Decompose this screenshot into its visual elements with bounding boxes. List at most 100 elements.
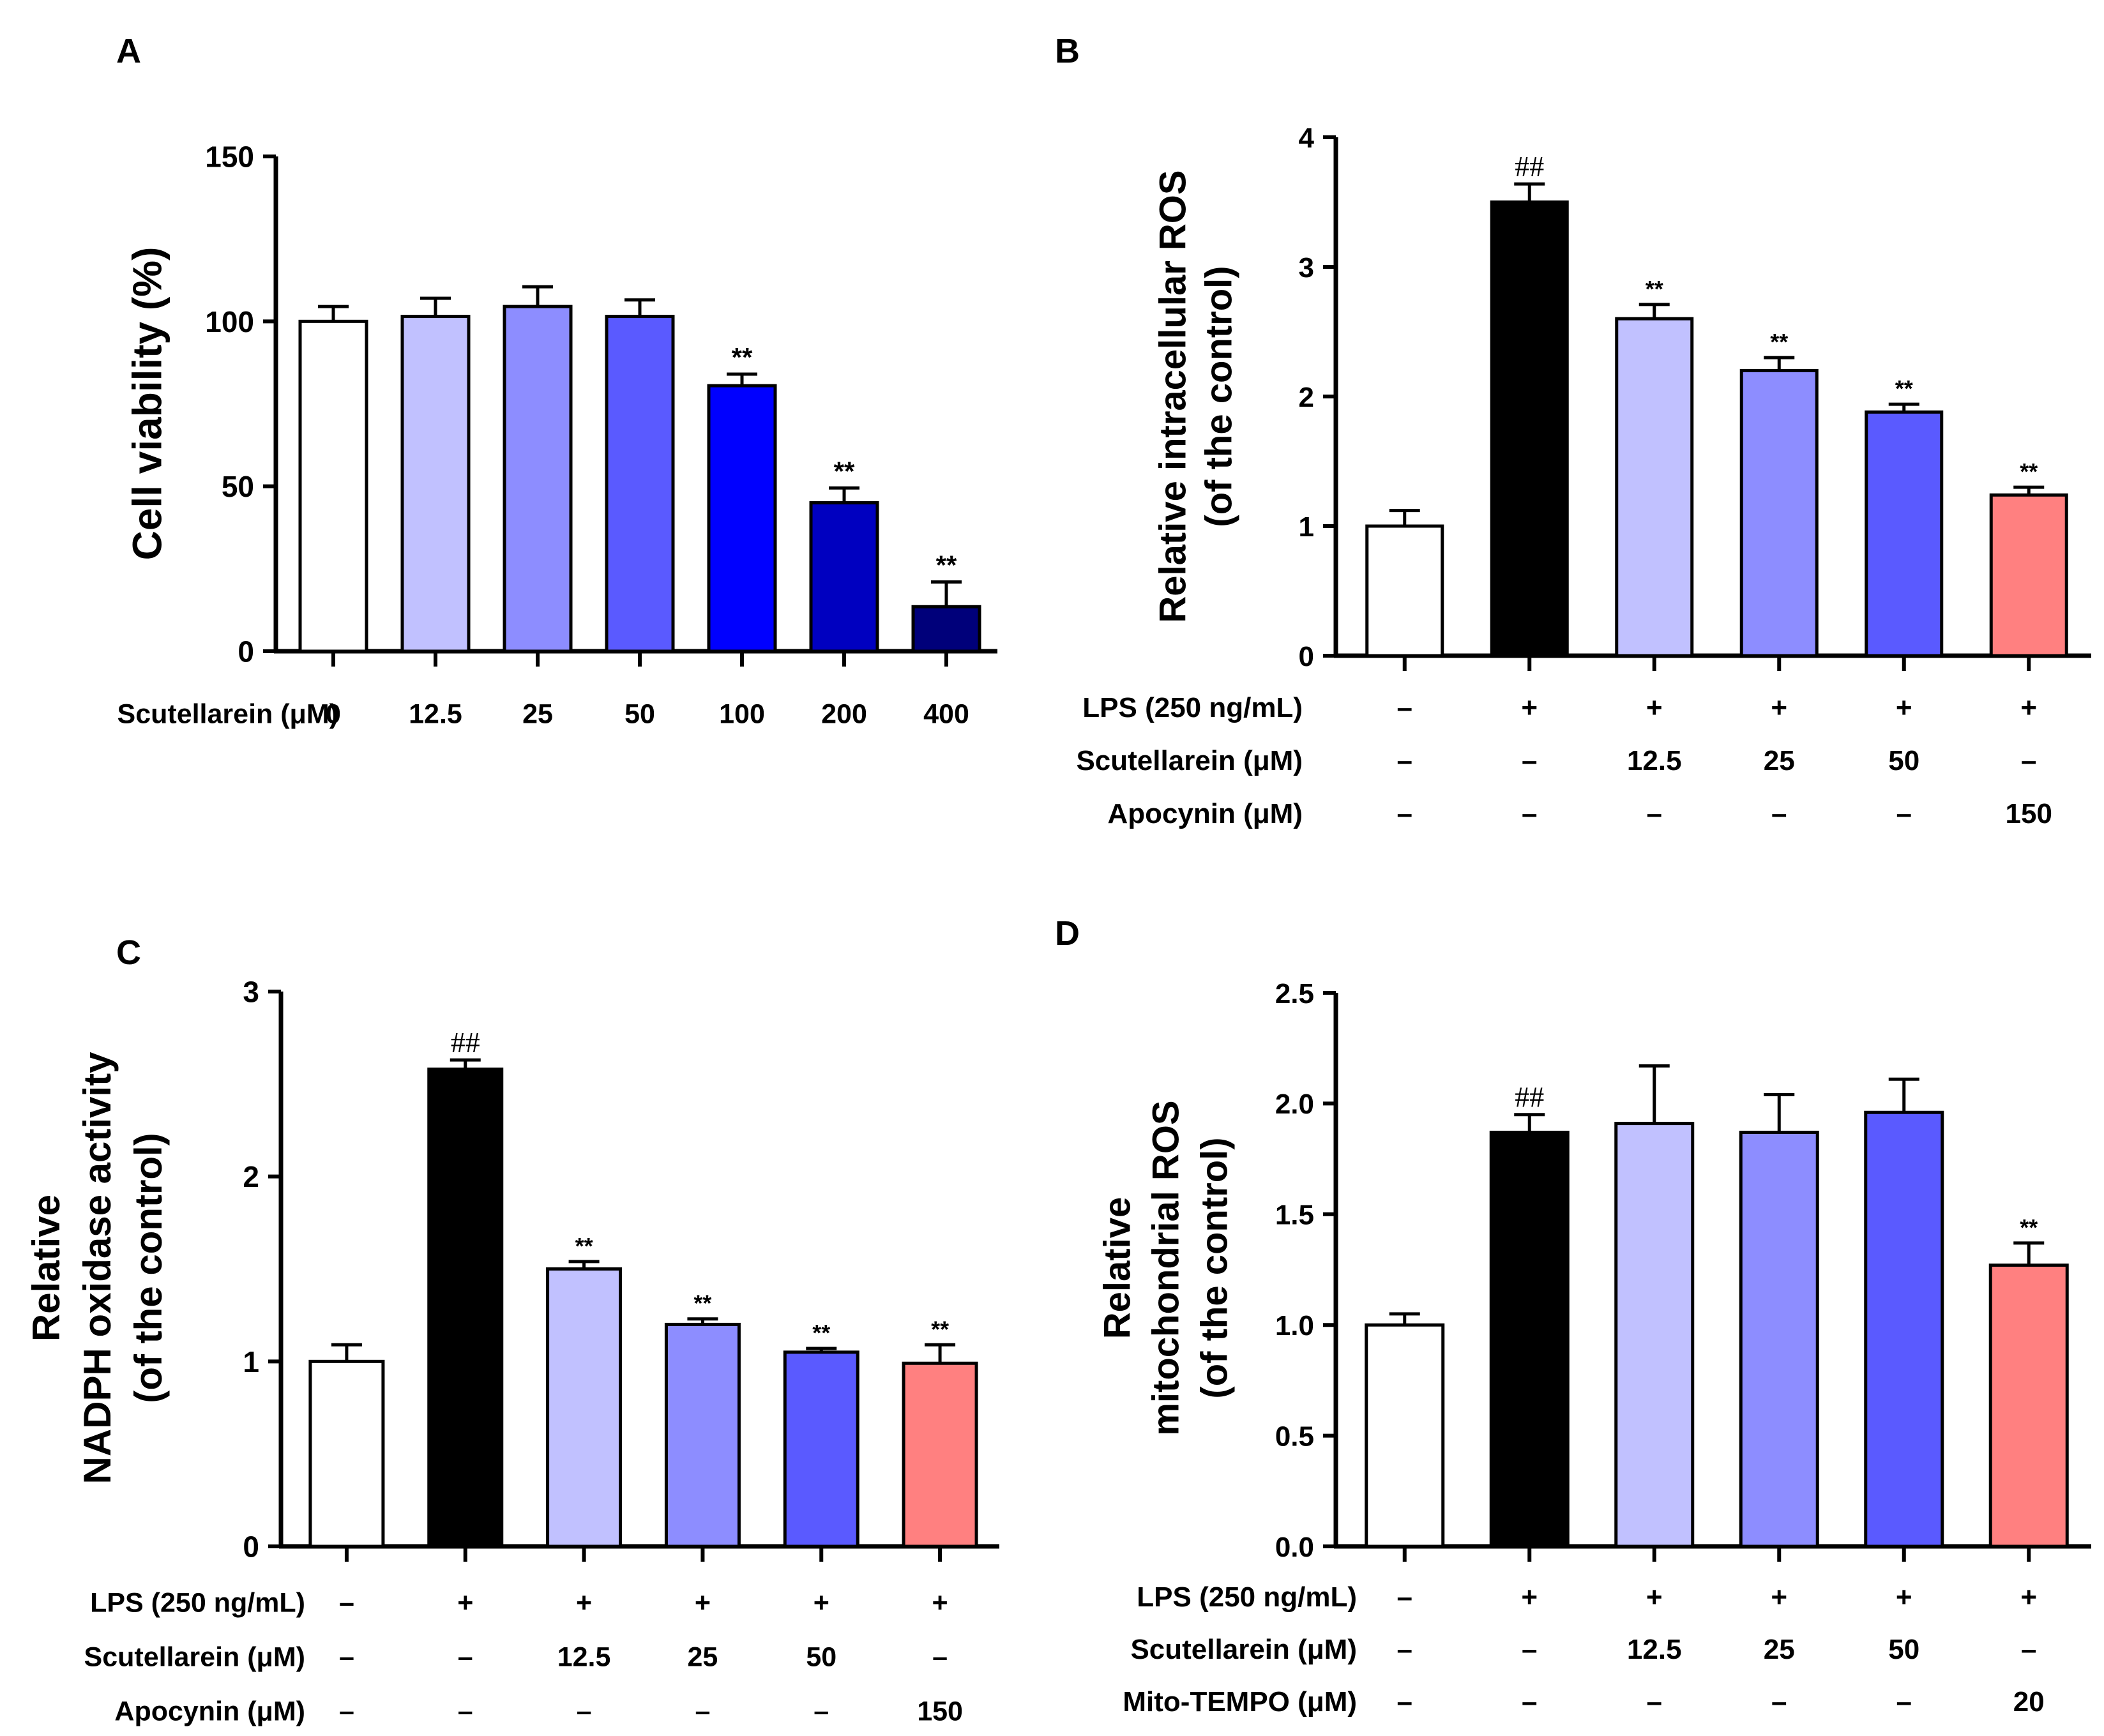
- y-tick-label: 150: [205, 140, 254, 174]
- treatment-value: 25: [687, 1642, 718, 1672]
- treatment-value: 150: [2006, 798, 2052, 829]
- row-label: LPS (250 ng/mL): [1082, 692, 1303, 723]
- row-label: Scutellarein (μM): [1076, 745, 1303, 776]
- y-axis-title-line: Relative intracellular ROS: [1152, 170, 1193, 623]
- significance-marker: ##: [451, 1026, 480, 1059]
- significance-marker: **: [834, 456, 855, 486]
- treatment-value: –: [1896, 798, 1912, 829]
- treatment-value: –: [814, 1696, 829, 1726]
- y-axis-title-line: (of the control): [1193, 1137, 1235, 1398]
- bar: [427, 1068, 504, 1548]
- y-tick-label: 4: [1299, 123, 1315, 154]
- treatment-value: –: [1397, 1686, 1412, 1717]
- y-axis-title-line: (of the control): [127, 1133, 170, 1403]
- y-axis-title-line: mitochondrial ROS: [1145, 1100, 1186, 1435]
- x-category-label: 50: [624, 698, 655, 729]
- treatment-value: +: [1521, 1581, 1538, 1613]
- y-tick-label: 3: [1299, 252, 1314, 283]
- y-axis-title-line: (of the control): [1198, 266, 1239, 527]
- y-tick-label: 0.5: [1275, 1421, 1314, 1452]
- treatment-value: 50: [1888, 745, 1919, 776]
- treatment-value: –: [1522, 1634, 1537, 1665]
- row-label: Mito-TEMPO (μM): [1123, 1686, 1357, 1717]
- bar: [1989, 493, 2068, 658]
- panel-b: B 0 1 2 3 4 Relative intracellular ROS (of the …: [1055, 32, 2091, 829]
- treatment-value: –: [458, 1696, 473, 1726]
- treatment-value: 25: [1764, 745, 1795, 776]
- bar: [707, 384, 777, 653]
- y-axis-title: Relative intracellular ROS (of the contro…: [1152, 170, 1239, 623]
- treatment-value: –: [577, 1696, 592, 1726]
- y-tick-label: 2: [243, 1160, 259, 1193]
- panel-letter: A: [116, 32, 141, 70]
- y-tick-label: 2: [1299, 382, 1314, 413]
- treatment-value: –: [1771, 1686, 1787, 1717]
- y-tick-label: 1.0: [1275, 1310, 1314, 1341]
- treatment-value: +: [576, 1587, 592, 1618]
- bar: [1615, 317, 1694, 658]
- bar: [298, 319, 368, 653]
- y-tick-label: 100: [205, 305, 254, 338]
- treatment-value: –: [1522, 745, 1537, 776]
- panel-d: D 0.0 0.5 1.0 1.5 2.0 2.5 Relative mitochondrial…: [1055, 914, 2091, 1717]
- x-category-label: 100: [719, 698, 765, 729]
- x-category-label: 200: [821, 698, 867, 729]
- treatment-value: –: [932, 1642, 948, 1672]
- treatment-value: –: [1522, 1686, 1537, 1717]
- treatment-value: 12.5: [1627, 1634, 1682, 1665]
- significance-marker: **: [2020, 458, 2038, 485]
- bar: [1614, 1122, 1695, 1548]
- x-category-label: 25: [522, 698, 553, 729]
- y-tick-label: 0: [1299, 641, 1314, 672]
- treatment-value: +: [814, 1587, 829, 1618]
- significance-marker: **: [812, 1320, 830, 1346]
- bar: [664, 1322, 741, 1548]
- significance-marker: **: [1770, 329, 1788, 355]
- bar: [1490, 200, 1569, 658]
- treatment-value: –: [458, 1642, 473, 1672]
- treatment-value: –: [339, 1587, 354, 1618]
- significance-marker: **: [575, 1233, 593, 1259]
- treatment-value: –: [1522, 798, 1537, 829]
- bar: [1739, 368, 1819, 658]
- row-label: LPS (250 ng/mL): [90, 1587, 305, 1618]
- y-axis-title: Relative NADPH oxidase activity (of the co…: [25, 1052, 170, 1484]
- bar: [1365, 524, 1444, 658]
- row-label: Scutellarein (μM): [1130, 1634, 1357, 1665]
- bar: [400, 315, 471, 653]
- treatment-value: +: [1771, 1581, 1787, 1613]
- treatment-value: –: [1771, 798, 1787, 829]
- y-tick-label: 3: [243, 976, 259, 1009]
- significance-marker: **: [931, 1316, 949, 1342]
- bar: [902, 1361, 978, 1548]
- significance-marker: **: [732, 342, 753, 372]
- treatment-value: –: [1397, 692, 1412, 723]
- y-tick-label: 1.5: [1275, 1200, 1314, 1231]
- treatment-value: 50: [1888, 1634, 1919, 1665]
- treatment-value: 150: [917, 1696, 963, 1726]
- significance-marker: **: [2020, 1214, 2038, 1241]
- panel-letter: D: [1055, 914, 1080, 953]
- x-category-label: 400: [923, 698, 969, 729]
- bar: [1865, 410, 1944, 658]
- significance-marker: ##: [1515, 1081, 1544, 1113]
- y-axis-title: Cell viability (%): [124, 247, 170, 561]
- row-label: Apocynin (μM): [114, 1696, 305, 1726]
- y-axis-title: Relative mitochondrial ROS (of the control…: [1096, 1100, 1235, 1435]
- treatment-value: 12.5: [557, 1642, 611, 1672]
- significance-marker: **: [693, 1290, 711, 1317]
- y-tick-label: 2.0: [1275, 1089, 1314, 1120]
- row-label: Scutellarein (μM): [84, 1642, 305, 1672]
- treatment-value: –: [1397, 1634, 1412, 1665]
- treatment-value: –: [695, 1696, 710, 1726]
- treatment-value: +: [1646, 1581, 1663, 1613]
- treatment-value: –: [1896, 1686, 1912, 1717]
- bar: [1489, 1130, 1570, 1548]
- treatment-value: –: [2021, 745, 2036, 776]
- treatment-value: +: [2020, 692, 2037, 723]
- x-category-label: 0: [326, 698, 341, 729]
- treatment-value: +: [457, 1587, 473, 1618]
- y-axis-title-line: Relative: [1096, 1197, 1138, 1339]
- row-label: LPS (250 ng/mL): [1137, 1581, 1357, 1613]
- y-tick-label: 2.5: [1275, 978, 1314, 1009]
